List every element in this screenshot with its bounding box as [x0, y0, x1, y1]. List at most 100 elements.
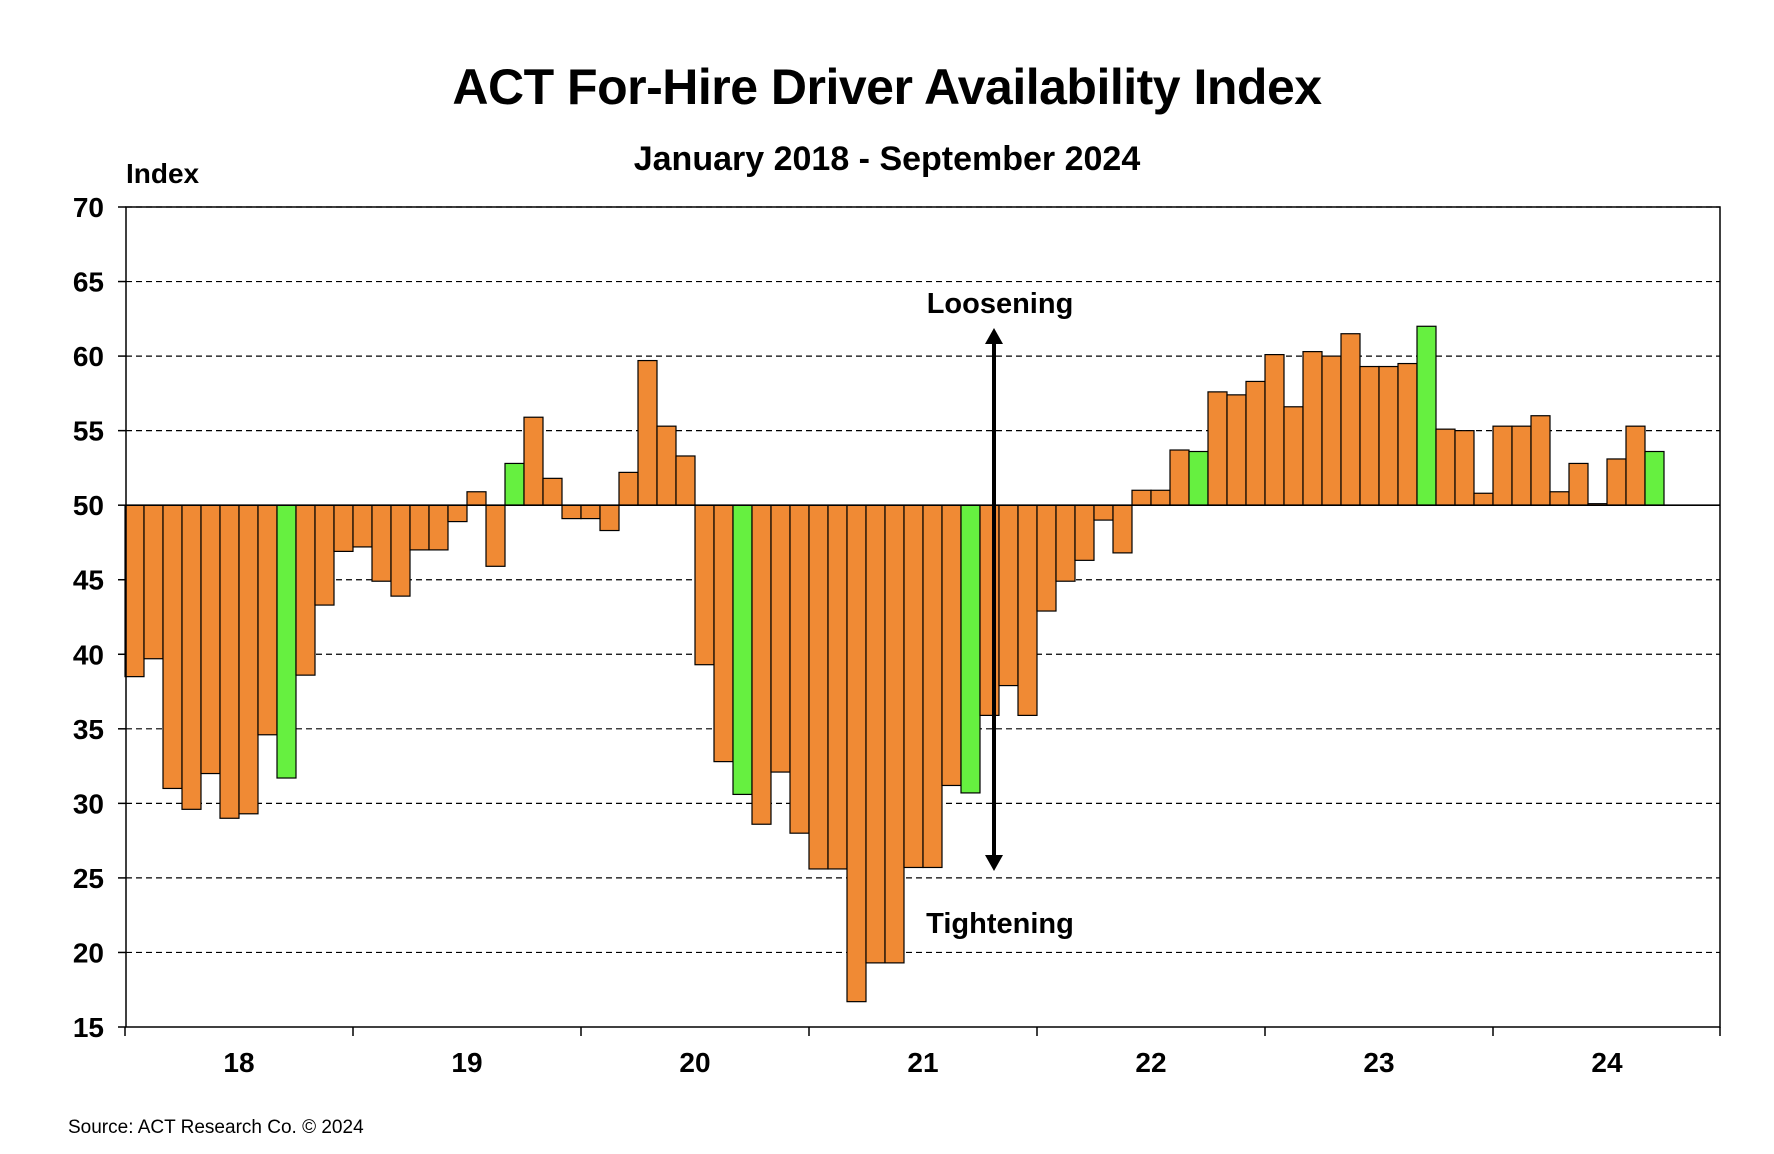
bar: [466, 491, 487, 506]
bar: [1454, 430, 1475, 506]
bar: [618, 471, 639, 506]
bar: [352, 504, 373, 548]
tightening-label: Tightening: [926, 908, 1074, 940]
x-tick-label: 22: [1135, 1047, 1166, 1078]
chart-subtitle: January 2018 - September 2024: [633, 140, 1141, 178]
bar: [694, 504, 715, 666]
bar: [409, 504, 430, 551]
y-tick-label: 50: [73, 490, 104, 521]
bar: [523, 416, 544, 506]
arrow-down-icon: [985, 855, 1003, 871]
axes: [124, 206, 1721, 1036]
bar: [1302, 351, 1323, 506]
x-tick-label: 20: [679, 1047, 710, 1078]
bars: [124, 325, 1665, 1003]
bar: [808, 504, 829, 870]
bar: [732, 504, 753, 796]
bar: [1264, 354, 1285, 506]
bar: [1188, 450, 1209, 506]
bar: [1207, 391, 1228, 506]
bar: [884, 504, 905, 964]
bar: [1226, 394, 1247, 506]
bar: [1625, 425, 1646, 506]
bar: [1169, 449, 1190, 506]
bar: [1036, 504, 1057, 612]
bar: [998, 504, 1019, 687]
x-tick-label: 21: [907, 1047, 938, 1078]
bar: [580, 504, 601, 520]
bar: [257, 504, 278, 736]
bar: [1093, 504, 1114, 521]
chart-title: ACT For-Hire Driver Availability Index: [452, 59, 1322, 115]
bar: [1378, 365, 1399, 506]
bar: [219, 504, 240, 819]
bar: [1245, 380, 1266, 506]
bar: [656, 425, 677, 506]
bar: [1150, 489, 1171, 506]
bar: [1473, 492, 1494, 506]
bar: [1321, 355, 1342, 506]
y-tick-label: 15: [73, 1012, 104, 1043]
bar: [1283, 406, 1304, 506]
bar: [713, 504, 734, 763]
y-tick-label: 70: [73, 192, 104, 223]
bar: [162, 504, 183, 790]
bar: [1568, 462, 1589, 506]
bar: [1416, 325, 1437, 506]
bar: [979, 504, 1000, 717]
y-tick-label: 60: [73, 341, 104, 372]
y-tick-label: 25: [73, 863, 104, 894]
bar: [1606, 458, 1627, 506]
bar: [1112, 504, 1133, 554]
arrow-up-icon: [985, 328, 1003, 344]
bar: [238, 504, 259, 815]
bar: [561, 504, 582, 520]
bar: [922, 504, 943, 869]
x-tick-label: 19: [451, 1047, 482, 1078]
bar: [1435, 428, 1456, 506]
bar: [1644, 450, 1665, 506]
source-note: Source: ACT Research Co. © 2024: [68, 1117, 364, 1138]
y-tick-label: 65: [73, 267, 104, 298]
bar: [846, 504, 867, 1003]
bar: [599, 504, 620, 532]
y-tick-label: 40: [73, 639, 104, 670]
bar: [770, 504, 791, 773]
plot-frame: [125, 206, 1721, 1028]
bar: [827, 504, 848, 870]
bar: [1340, 333, 1361, 506]
bar: [390, 504, 411, 597]
y-tick-label: 30: [73, 788, 104, 819]
bar: [1511, 425, 1532, 506]
y-tick-label: 20: [73, 937, 104, 968]
bar: [447, 504, 468, 523]
bar: [485, 504, 506, 567]
bar: [1017, 504, 1038, 717]
bar: [276, 504, 297, 779]
bar: [1359, 365, 1380, 506]
bar: [1397, 362, 1418, 506]
y-tick-label: 55: [73, 416, 104, 447]
bar: [751, 504, 772, 825]
bar: [1131, 489, 1152, 506]
bar: [903, 504, 924, 869]
bar: [1492, 425, 1513, 506]
y-tick-labels: 15 20 25 30 35 40 45 50 55 60 65 70: [73, 192, 104, 1043]
bar: [1549, 491, 1570, 506]
bar: [542, 477, 563, 506]
bar: [637, 359, 658, 506]
x-tick-label: 18: [223, 1047, 254, 1078]
bar: [960, 504, 981, 794]
bar: [371, 504, 392, 582]
bar: [181, 504, 202, 810]
bar: [1530, 415, 1551, 506]
y-tick-label: 45: [73, 565, 104, 596]
bar: [314, 504, 335, 606]
bar: [333, 504, 354, 553]
bar: [1074, 504, 1095, 561]
bar: [789, 504, 810, 834]
bar: [295, 504, 316, 676]
bar: [200, 504, 221, 775]
y-tick-label: 35: [73, 714, 104, 745]
